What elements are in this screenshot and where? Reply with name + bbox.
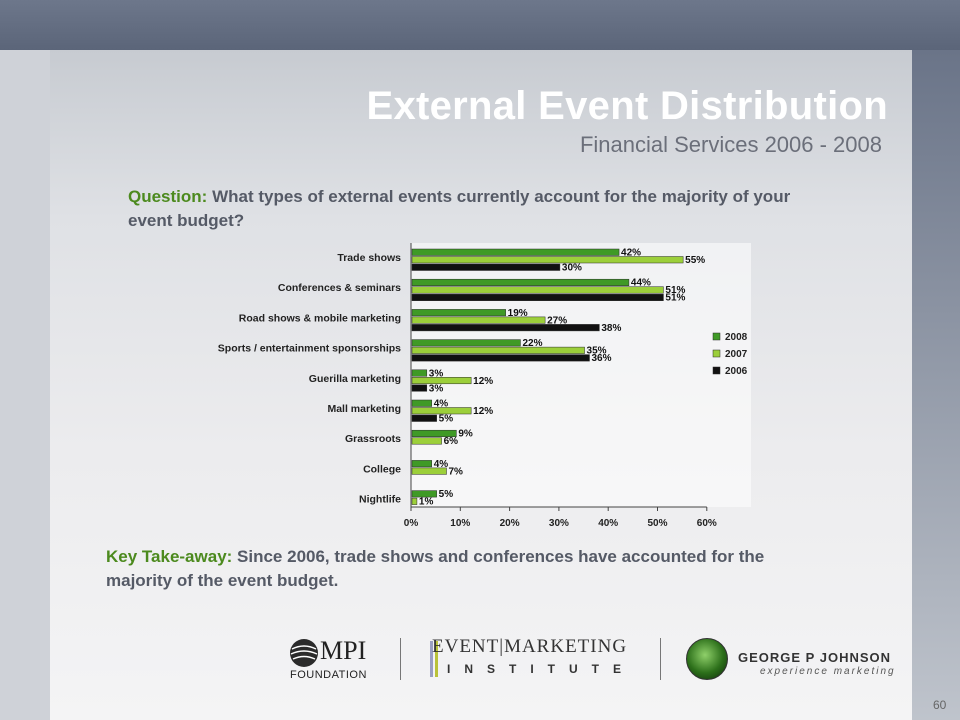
bar-2006 (411, 414, 437, 422)
logo-divider-1 (400, 638, 401, 680)
category-label: Nightlife (359, 494, 401, 506)
data-label: 35% (587, 346, 607, 357)
emi-logo-bottom: INSTITUTE (447, 662, 635, 676)
logo-divider-2 (660, 638, 661, 680)
legend-label: 2007 (725, 349, 748, 360)
data-label: 9% (458, 429, 473, 440)
data-label: 1% (419, 497, 434, 508)
data-label: 12% (473, 376, 493, 387)
legend-label: 2008 (725, 332, 748, 343)
data-label: 5% (439, 489, 454, 500)
data-label: 27% (547, 315, 567, 326)
gpj-logo-icon (686, 638, 728, 680)
legend-swatch-2006 (712, 366, 721, 375)
emi-bars-icon (430, 641, 438, 677)
mpi-foundation-text: FOUNDATION (290, 669, 367, 681)
legend-swatch-2008 (712, 332, 721, 341)
data-label: 44% (631, 278, 651, 289)
category-label: Road shows & mobile marketing (239, 312, 401, 324)
bar-2007 (411, 346, 585, 354)
top-band (0, 0, 960, 50)
category-label: Mall marketing (327, 403, 401, 415)
bar-2008 (411, 399, 432, 407)
data-label: 6% (444, 436, 459, 447)
takeaway-label: Key Take-away: (106, 547, 233, 566)
bar-2008 (411, 490, 437, 498)
bar-2006 (411, 324, 600, 332)
takeaway-body: Since 2006, trade shows and conferences … (106, 547, 765, 590)
question-body: What types of external events currently … (128, 187, 791, 230)
bar-2007 (411, 437, 442, 445)
question-label: Question: (128, 187, 208, 206)
data-label: 51% (665, 293, 685, 304)
gpj-logo-name: GEORGE P JOHNSON (738, 650, 892, 665)
category-label: Grassroots (345, 433, 401, 445)
data-label: 36% (591, 353, 611, 364)
bar-2008 (411, 339, 521, 347)
x-tick-label: 20% (500, 518, 520, 529)
slide-title: External Event Distribution (366, 84, 888, 128)
right-band (912, 50, 960, 720)
x-tick-label: 30% (549, 518, 569, 529)
category-label: College (363, 463, 401, 475)
data-label: 30% (562, 263, 582, 274)
bar-2008 (411, 248, 620, 256)
emi-logo-top: EVENT|MARKETING (432, 636, 628, 657)
bar-2006 (411, 293, 664, 301)
legend-swatch-2007 (712, 349, 721, 358)
x-tick-label: 0% (404, 518, 419, 529)
bar-2007 (411, 377, 472, 385)
data-label: 5% (439, 414, 454, 425)
data-label: 4% (434, 399, 449, 410)
data-label: 7% (449, 466, 464, 477)
bar-2007 (411, 316, 546, 324)
bar-2008 (411, 309, 506, 317)
x-tick-label: 60% (697, 518, 717, 529)
slide-subtitle: Financial Services 2006 - 2008 (579, 132, 882, 157)
legend-label: 2006 (725, 366, 748, 377)
category-label: Trade shows (337, 252, 401, 264)
page-number: 60 (933, 698, 947, 712)
bar-2007 (411, 286, 664, 294)
data-label: 12% (473, 406, 493, 417)
bar-2008 (411, 460, 432, 468)
bar-2006 (411, 384, 428, 392)
data-label: 22% (522, 338, 542, 349)
bar-2006 (411, 354, 590, 362)
data-label: 19% (508, 308, 528, 319)
bar-2007 (411, 256, 684, 264)
bar-2008 (411, 369, 428, 377)
data-label: 55% (685, 255, 705, 266)
data-label: 3% (429, 383, 444, 394)
bar-2007 (411, 497, 418, 505)
x-tick-label: 40% (598, 518, 618, 529)
x-tick-label: 50% (647, 518, 667, 529)
x-tick-label: 10% (450, 518, 470, 529)
left-band (0, 50, 50, 720)
data-label: 3% (429, 368, 444, 379)
bar-chart: Trade shows 42% 55% 30% Conferences & semina… (218, 243, 751, 529)
bar-2008 (411, 278, 630, 286)
mpi-logo-text: MPI (320, 636, 367, 665)
takeaway-text: Key Take-away: Since 2006, trade shows a… (106, 545, 826, 593)
data-label: 51% (665, 285, 685, 296)
bar-2007 (411, 407, 472, 415)
mpi-globe-icon (290, 639, 318, 667)
category-label: Sports / entertainment sponsorships (218, 343, 401, 355)
bar-2008 (411, 429, 457, 437)
bar-2006 (411, 263, 561, 271)
data-label: 4% (434, 459, 449, 470)
category-label: Conferences & seminars (278, 282, 401, 294)
question-text: Question: What types of external events … (128, 185, 828, 233)
data-label: 42% (621, 248, 641, 259)
data-label: 38% (601, 323, 621, 334)
bar-2007 (411, 467, 447, 475)
category-label: Guerilla marketing (309, 373, 401, 385)
gpj-logo-tagline: experience marketing (760, 666, 896, 677)
